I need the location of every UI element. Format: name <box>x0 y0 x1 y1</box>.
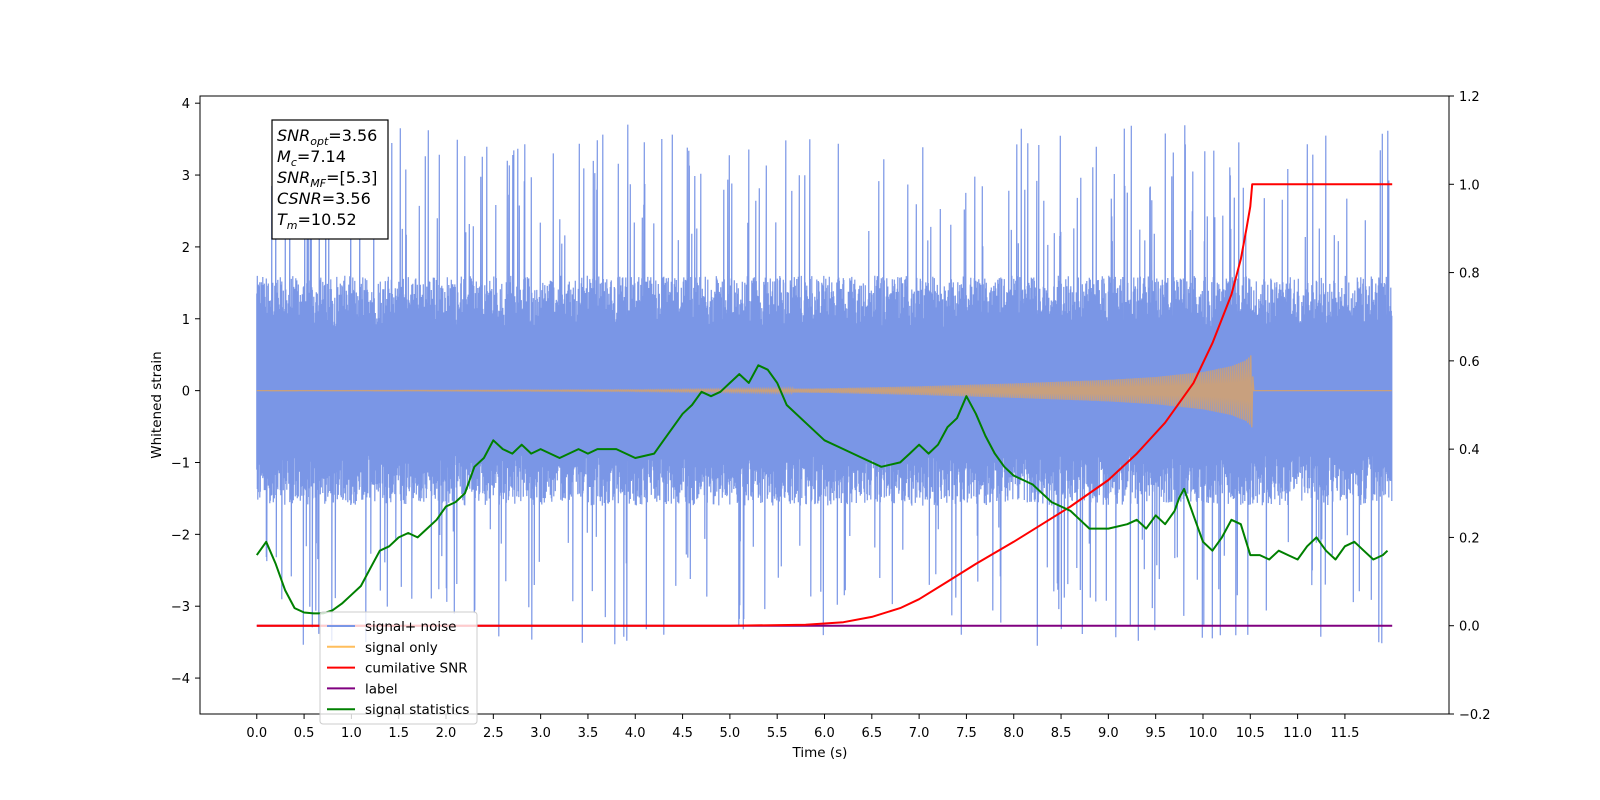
y-right-tick-label: −0.2 <box>1459 708 1491 723</box>
info-label: CSNR <box>277 189 322 208</box>
y-left-tick-label: −2 <box>171 528 190 543</box>
x-tick-label: 9.5 <box>1145 726 1166 741</box>
info-value: =7.14 <box>297 147 346 166</box>
y-axis-left: −4 −3 −2 −1 0 1 2 3 4 <box>171 97 200 687</box>
info-subscript: MF <box>310 177 326 190</box>
x-tick-label: 7.5 <box>956 726 977 741</box>
legend-label: signal statistics <box>365 702 469 718</box>
x-tick-label: 8.5 <box>1051 726 1072 741</box>
y-right-tick-label: 0.4 <box>1459 443 1480 458</box>
x-tick-label: 4.0 <box>625 726 646 741</box>
info-value: =[5.3] <box>326 168 377 187</box>
y-left-tick-label: 3 <box>182 169 190 184</box>
x-tick-label: 11.0 <box>1283 726 1312 741</box>
y-left-tick-label: 4 <box>182 97 190 112</box>
info-value: =3.56 <box>328 126 377 145</box>
info-label: SNR <box>277 168 310 187</box>
info-line: Tm=10.52 <box>277 210 357 232</box>
y-right-tick-label: 1.0 <box>1459 178 1480 193</box>
legend: signal+ noise signal only cumilative SNR la… <box>319 611 478 725</box>
y-left-tick-label: −4 <box>171 672 190 687</box>
series-signal-only <box>256 355 1392 428</box>
y-left-tick-label: −1 <box>171 456 190 471</box>
legend-label: signal only <box>365 640 438 656</box>
x-tick-label: 7.0 <box>909 726 930 741</box>
info-box: SNRopt=3.56Mc=7.14SNRMF=[5.3]CSNR=3.56Tm… <box>271 119 389 240</box>
y-left-tick-label: 2 <box>182 241 190 256</box>
legend-label: cumilative SNR <box>365 661 468 677</box>
x-tick-label: 6.5 <box>861 726 882 741</box>
info-line: SNRopt=3.56 <box>277 126 377 148</box>
y-right-tick-label: 0.8 <box>1459 267 1480 282</box>
info-label: M <box>277 147 291 166</box>
x-tick-label: 3.0 <box>530 726 551 741</box>
info-box-frame <box>271 119 389 240</box>
y-right-tick-label: 0.6 <box>1459 355 1480 370</box>
info-label: SNR <box>277 126 310 145</box>
x-tick-label: 4.5 <box>672 726 693 741</box>
x-tick-label: 11.5 <box>1330 726 1359 741</box>
x-tick-label: 5.0 <box>720 726 741 741</box>
y-left-tick-label: −3 <box>171 600 190 615</box>
info-line: SNRMF=[5.3] <box>277 168 377 190</box>
info-subscript: m <box>287 219 298 232</box>
x-axis: 0.0 0.5 1.0 1.5 2.0 2.5 3.0 3.5 4.0 4.5 5.0 5.5 6.0 6… <box>246 714 1359 741</box>
x-tick-label: 10.0 <box>1189 726 1218 741</box>
info-line: CSNR=3.56 <box>277 189 371 208</box>
info-subscript: c <box>291 156 297 169</box>
series-signal-plus-noise <box>256 124 1393 646</box>
info-label: T <box>277 210 288 229</box>
info-line: Mc=7.14 <box>277 147 346 169</box>
x-tick-label: 5.5 <box>767 726 788 741</box>
y-axis-label: Whitened strain <box>149 351 165 458</box>
x-tick-label: 1.0 <box>341 726 362 741</box>
x-tick-label: 1.5 <box>388 726 409 741</box>
y-right-tick-label: 1.2 <box>1459 90 1480 105</box>
legend-label: signal+ noise <box>365 619 456 635</box>
legend-frame <box>319 611 478 725</box>
info-value: =3.56 <box>322 189 371 208</box>
legend-label: label <box>365 681 398 697</box>
x-tick-label: 3.5 <box>578 726 599 741</box>
info-value: =10.52 <box>298 210 357 229</box>
y-axis-right: −0.2 0.0 0.2 0.4 0.6 0.8 1.0 1.2 <box>1449 90 1491 723</box>
x-tick-label: 2.5 <box>483 726 504 741</box>
y-left-tick-label: 1 <box>182 313 190 328</box>
x-axis-label: Time (s) <box>792 745 848 761</box>
info-subscript: opt <box>310 135 329 148</box>
x-tick-label: 8.0 <box>1003 726 1024 741</box>
x-tick-label: 0.0 <box>246 726 267 741</box>
x-tick-label: 0.5 <box>294 726 315 741</box>
x-tick-label: 2.0 <box>436 726 457 741</box>
series-cumilative-snr <box>256 183 1393 627</box>
y-right-tick-label: 0.0 <box>1459 620 1480 635</box>
y-right-tick-label: 0.2 <box>1459 531 1480 546</box>
y-left-tick-label: 0 <box>182 385 190 400</box>
x-tick-label: 6.0 <box>814 726 835 741</box>
x-tick-label: 10.5 <box>1236 726 1265 741</box>
x-tick-label: 9.0 <box>1098 726 1119 741</box>
series-signal-statistics <box>255 364 1389 615</box>
